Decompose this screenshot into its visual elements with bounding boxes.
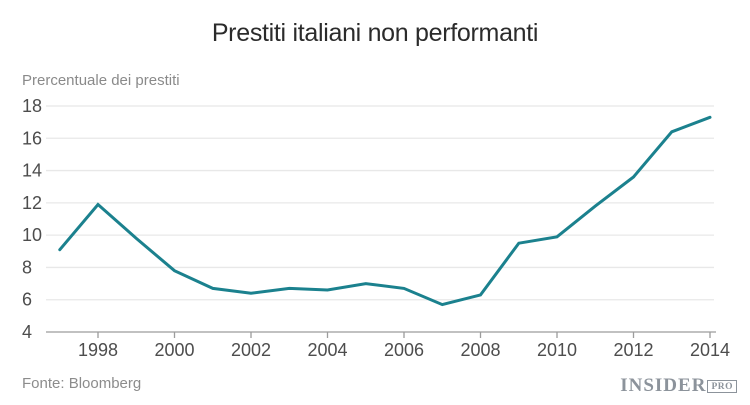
x-tick-label: 2014 bbox=[690, 340, 730, 360]
x-tick-label: 2010 bbox=[537, 340, 577, 360]
y-axis-unit-label: Prercentuale dei prestiti bbox=[22, 72, 180, 89]
y-tick-label: 16 bbox=[22, 128, 42, 148]
x-tick-label: 2000 bbox=[154, 340, 194, 360]
y-tick-label: 14 bbox=[22, 161, 42, 181]
x-tick-label: 2012 bbox=[613, 340, 653, 360]
insiderpro-logo: INSIDER PRO bbox=[620, 375, 737, 397]
x-tick-label: 2008 bbox=[460, 340, 500, 360]
y-tick-label: 8 bbox=[22, 257, 32, 277]
x-tick-label: 1998 bbox=[78, 340, 118, 360]
source-attribution: Fonte: Bloomberg bbox=[22, 375, 142, 392]
logo-text-pro: PRO bbox=[707, 379, 737, 393]
y-tick-label: 10 bbox=[22, 225, 42, 245]
y-tick-label: 18 bbox=[22, 96, 42, 116]
x-tick-label: 2002 bbox=[231, 340, 271, 360]
x-tick-label: 2004 bbox=[307, 340, 347, 360]
logo-text-insider: INSIDER bbox=[620, 375, 707, 396]
npl-data-line bbox=[58, 115, 712, 307]
chart-title: Prestiti italiani non performanti bbox=[211, 19, 539, 47]
y-tick-label: 6 bbox=[22, 290, 32, 310]
x-tick-label: 2006 bbox=[384, 340, 424, 360]
y-tick-label: 4 bbox=[22, 322, 32, 342]
y-tick-label: 12 bbox=[22, 193, 42, 213]
